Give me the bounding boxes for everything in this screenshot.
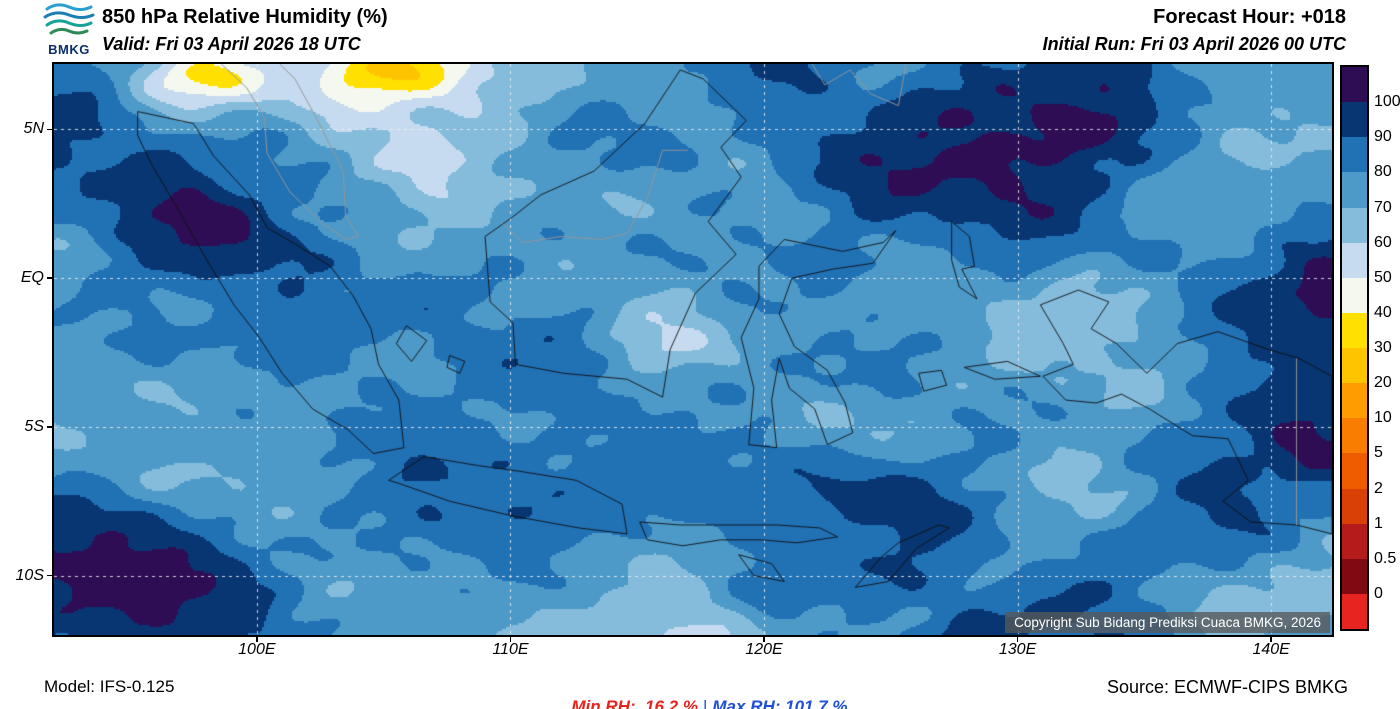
y-axis-tick-label: EQ bbox=[20, 269, 44, 287]
x-axis-tick bbox=[509, 637, 512, 642]
bmkg-logo: BMKG bbox=[40, 2, 98, 57]
colorbar-segment bbox=[1342, 312, 1367, 348]
colorbar-tick-label: 2 bbox=[1374, 479, 1383, 497]
colorbar-tick-label: 10 bbox=[1374, 409, 1392, 427]
x-axis-tick-label: 100E bbox=[238, 641, 276, 658]
colorbar-segment bbox=[1342, 453, 1367, 489]
colorbar-tick-label: 60 bbox=[1374, 233, 1392, 251]
colorbar-segment bbox=[1342, 102, 1367, 138]
y-axis-tick bbox=[47, 128, 52, 131]
colorbar-segment bbox=[1342, 67, 1367, 103]
colorbar-segment bbox=[1342, 137, 1367, 173]
colorbar-segment bbox=[1342, 277, 1367, 313]
x-axis-tick-label: 110E bbox=[492, 641, 529, 658]
page-title: 850 hPa Relative Humidity (%) bbox=[102, 6, 388, 28]
max-rh-label: Max RH: 101.7 % bbox=[712, 697, 848, 709]
y-axis-tick bbox=[47, 277, 52, 279]
valid-time-label: Valid: Fri 03 April 2026 18 UTC bbox=[102, 34, 361, 54]
colorbar-tick-label: 20 bbox=[1374, 374, 1392, 392]
colorbar-segment bbox=[1342, 242, 1367, 278]
colorbar-segment bbox=[1342, 593, 1367, 629]
forecast-hour-label: Forecast Hour: +018 bbox=[1153, 6, 1346, 28]
colorbar-tick-label: 80 bbox=[1374, 163, 1392, 181]
colorbar-segment bbox=[1342, 172, 1367, 208]
colorbar-tick-label: 40 bbox=[1374, 303, 1392, 321]
y-axis-tick bbox=[47, 426, 52, 428]
y-axis-tick-label: 5S bbox=[24, 417, 44, 435]
colorbar-tick-label: 1 bbox=[1374, 514, 1383, 532]
colorbar-segment bbox=[1342, 418, 1367, 454]
initial-run-label: Initial Run: Fri 03 April 2026 00 UTC bbox=[1042, 34, 1346, 54]
source-label: Source: ECMWF-CIPS BMKG bbox=[1106, 677, 1348, 697]
x-axis-tick-label: 140E bbox=[1252, 641, 1290, 658]
colorbar-tick-label: 50 bbox=[1374, 268, 1392, 286]
model-label: Model: IFS-0.125 bbox=[44, 677, 175, 696]
colorbar-segment bbox=[1342, 207, 1367, 243]
y-axis-tick-label: 10S bbox=[15, 566, 44, 584]
map-frame: Copyright Sub Bidang Prediksi Cuaca BMKG… bbox=[52, 62, 1334, 637]
colorbar-tick-label: 0 bbox=[1374, 584, 1383, 602]
copyright-overlay: Copyright Sub Bidang Prediksi Cuaca BMKG… bbox=[1005, 612, 1330, 633]
colorbar-segment bbox=[1342, 558, 1367, 594]
x-axis-tick bbox=[1016, 637, 1019, 642]
colorbar-tick-label: 30 bbox=[1374, 339, 1392, 356]
bmkg-logo-text: BMKG bbox=[48, 42, 90, 57]
x-axis-tick bbox=[1270, 637, 1272, 642]
colorbar-segment bbox=[1342, 383, 1367, 419]
x-axis-tick bbox=[256, 637, 258, 642]
humidity-contour-map bbox=[54, 64, 1332, 635]
colorbar-segment bbox=[1342, 348, 1367, 384]
y-axis-tick bbox=[47, 574, 52, 577]
minmax-separator: | bbox=[702, 697, 708, 709]
colorbar bbox=[1340, 65, 1369, 631]
colorbar-tick-label: 5 bbox=[1374, 444, 1383, 462]
bmkg-logo-icon bbox=[43, 3, 95, 35]
colorbar-tick-label: 0.5 bbox=[1374, 549, 1397, 567]
colorbar-tick-label: 90 bbox=[1374, 128, 1392, 146]
colorbar-segment bbox=[1342, 488, 1367, 524]
x-axis-tick-label: 120E bbox=[745, 641, 783, 658]
x-axis-tick-label: 130E bbox=[998, 641, 1037, 658]
colorbar-segment bbox=[1342, 523, 1367, 559]
y-axis-tick-label: 5N bbox=[23, 120, 44, 138]
minmax-rh: Min RH: 16.2 % | Max RH: 101.7 % bbox=[552, 677, 847, 709]
colorbar-tick-label: 70 bbox=[1374, 198, 1392, 216]
x-axis-tick bbox=[763, 637, 765, 642]
min-rh-label: Min RH: 16.2 % bbox=[571, 697, 698, 709]
colorbar-tick-label: 100 bbox=[1374, 93, 1400, 111]
